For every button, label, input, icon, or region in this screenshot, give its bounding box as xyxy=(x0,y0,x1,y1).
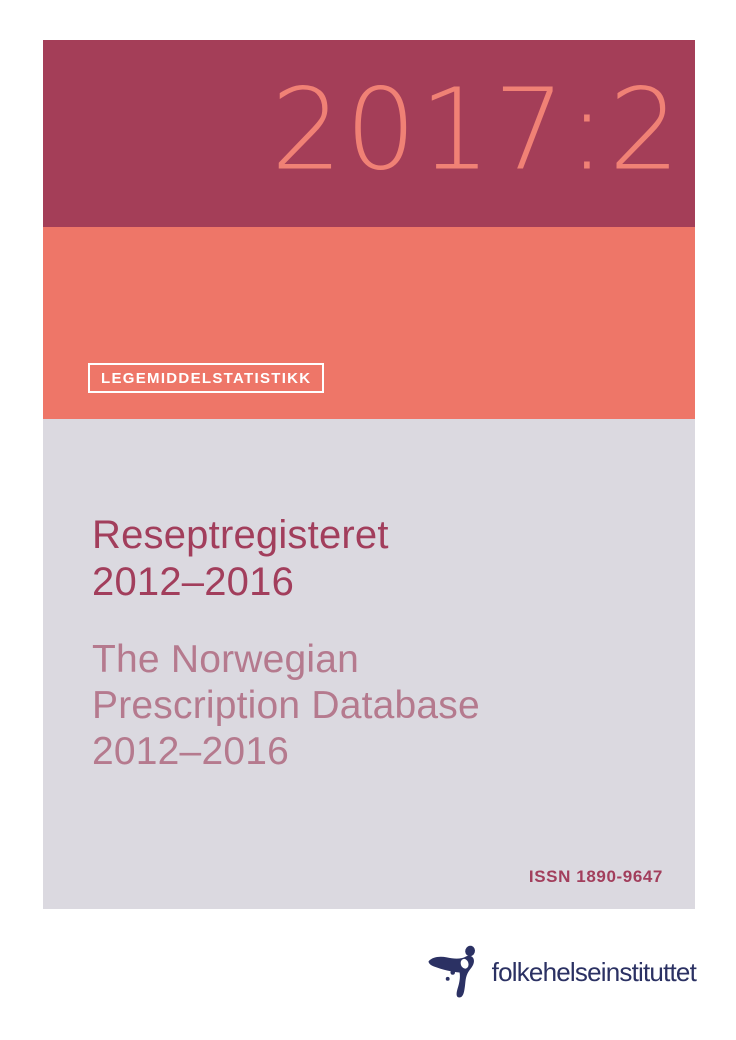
middle-band: LEGEMIDDELSTATISTIKK xyxy=(43,227,695,419)
issn-number: ISSN 1890-9647 xyxy=(528,867,663,886)
person-figure-icon xyxy=(428,945,475,998)
title-english-line2: Prescription Database xyxy=(92,684,480,727)
title-norwegian-line2: 2012–2016 xyxy=(92,560,295,604)
bottom-band: Reseptregisteret 2012–2016 The Norwegian… xyxy=(43,419,695,909)
title-norwegian: Reseptregisteret 2012–2016 xyxy=(92,512,655,606)
series-label-badge: LEGEMIDDELSTATISTIKK xyxy=(88,363,325,393)
publisher-logo: folkehelseinstituttet xyxy=(423,936,697,1008)
report-cover: 2017:2 LEGEMIDDELSTATISTIKK Reseptregist… xyxy=(43,40,695,909)
title-norwegian-line1: Reseptregisteret xyxy=(92,513,389,557)
top-band: 2017:2 xyxy=(43,40,695,227)
issue-number: 2017:2 xyxy=(270,65,683,196)
title-english: The Norwegian Prescription Database 2012… xyxy=(92,637,655,775)
publisher-name: folkehelseinstituttet xyxy=(491,956,697,987)
title-english-line3: 2012–2016 xyxy=(92,730,290,773)
title-english-line1: The Norwegian xyxy=(92,638,360,681)
